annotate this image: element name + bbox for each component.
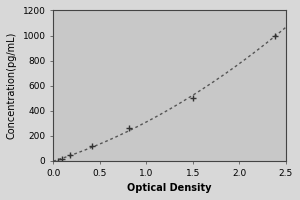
X-axis label: Optical Density: Optical Density <box>127 183 212 193</box>
Y-axis label: Concentration(pg/mL): Concentration(pg/mL) <box>7 32 17 139</box>
